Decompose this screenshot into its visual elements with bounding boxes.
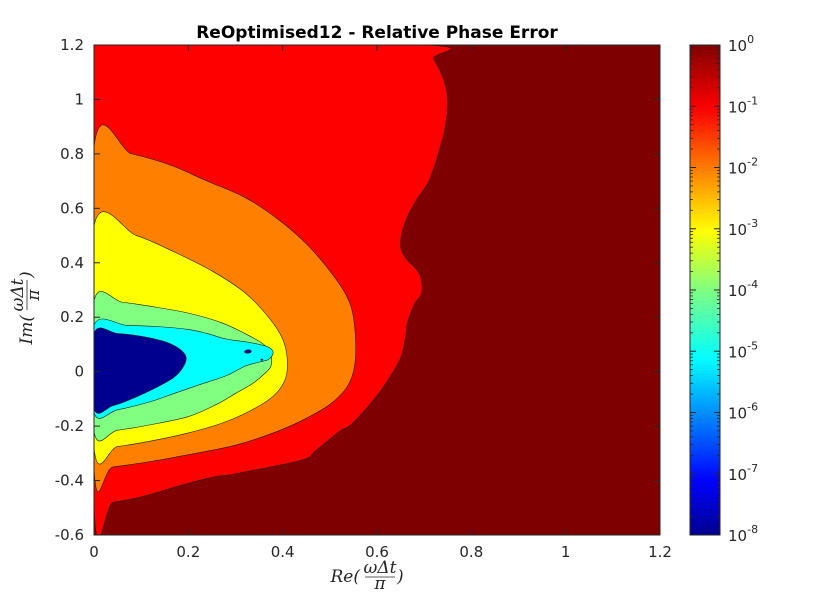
- colorbar-ticks: 10-8 10-7 10-6 10-5 10-4 10-3 10-2 10-1 100: [690, 33, 758, 545]
- x-tick-label: 1.2: [648, 543, 672, 561]
- y-tick-label: 0.6: [60, 199, 84, 217]
- axis-label-base: Im(: [17, 315, 37, 346]
- axis-label-close: ): [17, 271, 37, 279]
- y-tick-label: -0.6: [55, 526, 84, 544]
- y-tick-label: -0.4: [55, 472, 84, 490]
- x-tick-label: 1: [561, 543, 571, 561]
- colorbar-tick-label: 10-8: [728, 523, 758, 545]
- contour-level-6: [94, 327, 187, 414]
- y-tick-label: -0.2: [55, 417, 84, 435]
- contour-regions: [94, 45, 660, 535]
- x-tick-label: 0.2: [176, 543, 200, 561]
- y-tick-label: 1: [74, 90, 84, 108]
- contour-level-8: [260, 358, 264, 361]
- y-tick-label: 0.2: [60, 308, 84, 326]
- axis-label-numerator: ωΔt: [8, 278, 28, 311]
- y-tick-label: 0: [74, 363, 84, 381]
- x-tick-label: 0: [89, 543, 99, 561]
- colorbar-tick-label: 10-1: [728, 94, 758, 116]
- axis-label-base: Re(: [330, 567, 361, 587]
- x-tick-label: 0.4: [271, 543, 295, 561]
- chart-title: ReOptimised12 - Relative Phase Error: [196, 23, 558, 43]
- axis-label-close: ): [396, 567, 404, 587]
- x-tick-label: 0.8: [459, 543, 483, 561]
- x-tick-label: 0.6: [365, 543, 389, 561]
- colorbar-tick-label: 10-4: [728, 278, 758, 300]
- colorbar-tick-label: 10-7: [728, 462, 758, 484]
- y-tick-label: 0.8: [60, 145, 84, 163]
- colorbar-tick-label: 10-3: [728, 217, 758, 239]
- axis-label-denominator: π: [373, 574, 386, 594]
- axis-label-numerator: ωΔt: [364, 558, 397, 578]
- colorbar-tick-label: 100: [728, 33, 754, 55]
- y-tick-label: 0.4: [60, 254, 84, 272]
- axis-label-denominator: π: [24, 289, 44, 302]
- y-tick-label: 1.2: [60, 36, 84, 54]
- colorbar-tick-label: 10-2: [728, 156, 758, 178]
- colorbar-tick-label: 10-5: [728, 339, 758, 361]
- colorbar-tick-label: 10-6: [728, 401, 758, 423]
- axis-ticks: 0 0.2 0.4 0.6 0.8 1 1.2 -0.6 -0.4 -0.2 0 0.2 0.4 0.6 0…: [55, 36, 672, 561]
- contour-level-7: [244, 349, 252, 354]
